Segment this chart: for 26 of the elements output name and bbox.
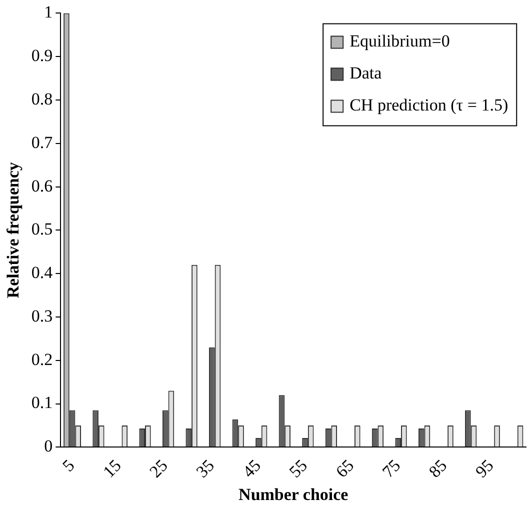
- y-tick-label: 0.1: [31, 393, 53, 412]
- x-axis-title: Number choice: [238, 485, 349, 504]
- y-tick-label: 0.7: [31, 132, 54, 152]
- y-tick-label: 1: [44, 2, 53, 22]
- legend-label: Data: [350, 64, 382, 83]
- x-tick-label: 45: [239, 456, 264, 482]
- x-tick-label: 5: [58, 456, 78, 476]
- y-tick-label: 0.4: [31, 263, 54, 282]
- y-tick-label: 0.6: [31, 176, 53, 196]
- y-tick-label: 0.5: [31, 220, 53, 239]
- y-axis-title: Relative frequency: [4, 162, 23, 298]
- y-tick-label: 0.2: [31, 350, 53, 369]
- x-tick-label: 75: [378, 456, 404, 482]
- x-tick-label: 55: [286, 456, 312, 482]
- x-tick-label: 85: [425, 456, 451, 482]
- y-tick-label: 0.8: [31, 89, 53, 108]
- legend-label: Equilibrium=0: [350, 32, 450, 51]
- y-tick-label: 0.9: [31, 46, 53, 66]
- x-tick-label: 65: [332, 456, 358, 482]
- x-tick-label: 35: [192, 456, 218, 482]
- x-tick-label: 25: [146, 456, 172, 482]
- legend-label: CH prediction (τ = 1.5): [350, 96, 508, 115]
- x-tick-label: 15: [99, 456, 125, 482]
- x-tick-label: 95: [472, 456, 498, 482]
- y-tick-label: 0.3: [31, 306, 53, 326]
- y-tick-label: 0: [44, 436, 53, 456]
